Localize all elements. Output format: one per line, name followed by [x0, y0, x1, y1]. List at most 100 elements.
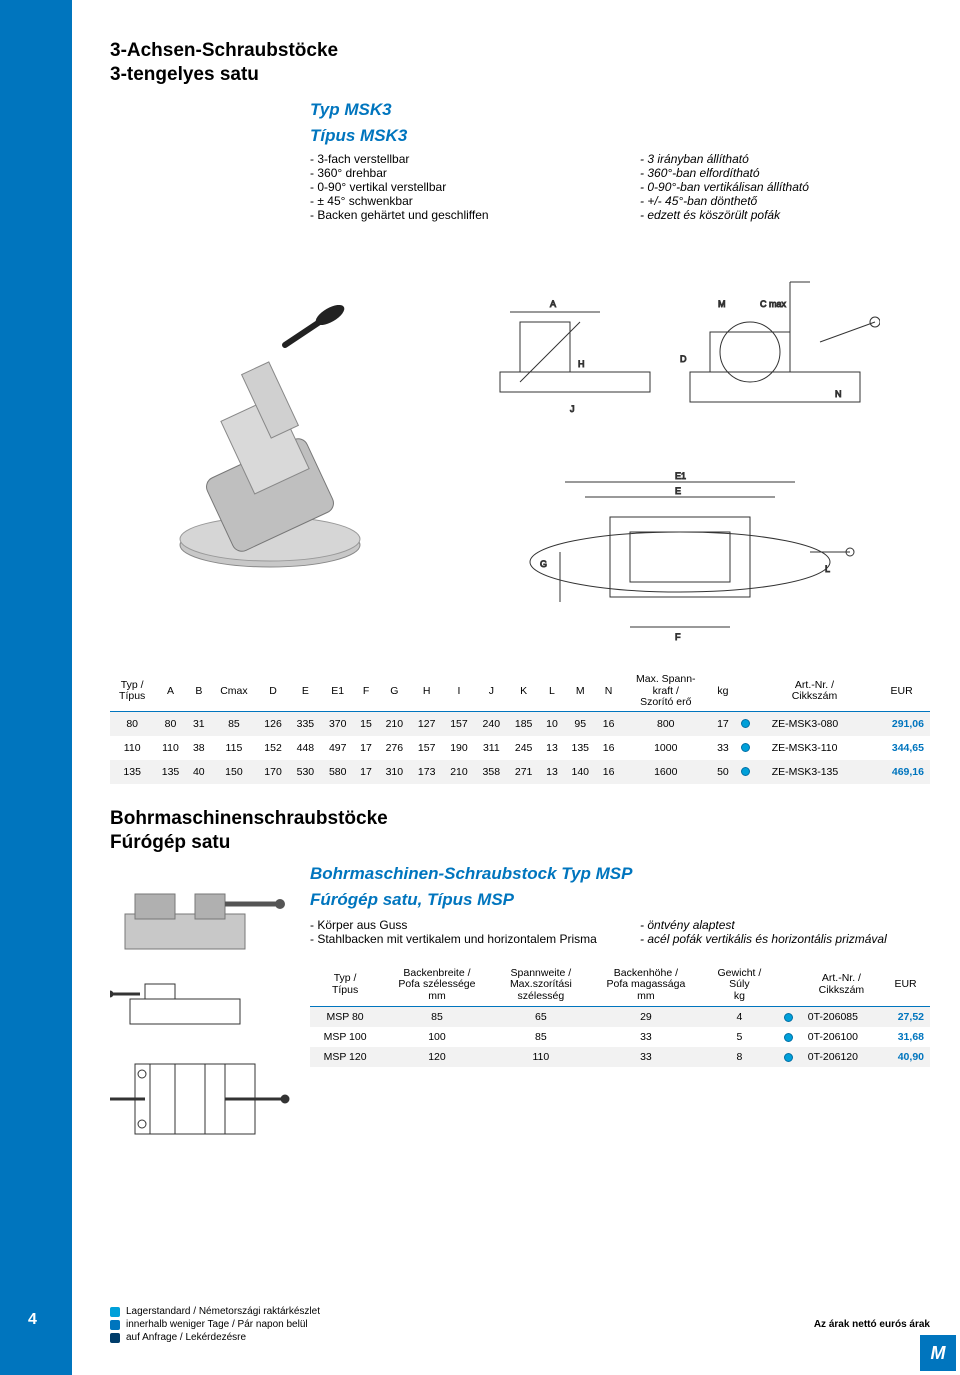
spec-table-1: Typ /TípusABCmaxDEE1FGHIJKLMNMax. Spann-…	[110, 672, 930, 784]
table-cell	[735, 736, 756, 760]
table-cell: 497	[322, 736, 354, 760]
table-row: MSP 1201201103380T-20612040,90	[310, 1047, 930, 1067]
drawing-side-2	[110, 974, 290, 1034]
table-cell: 85	[211, 711, 257, 736]
table-cell: 291,06	[873, 711, 930, 736]
legend-label: Lagerstandard / Németországi raktárkészl…	[126, 1306, 320, 1317]
table-cell: 10	[540, 711, 564, 736]
table-cell: 210	[378, 711, 410, 736]
table-row: MSP 100100853350T-20610031,68	[310, 1027, 930, 1047]
svg-text:D: D	[680, 354, 687, 364]
table-header: B	[187, 672, 211, 711]
table-cell	[735, 760, 756, 784]
feature-item: 360° drehbar	[310, 166, 600, 180]
table-cell: 135	[564, 736, 596, 760]
table-cell: 115	[211, 736, 257, 760]
table-header: G	[378, 672, 410, 711]
table-header: E1	[322, 672, 354, 711]
product-photo	[160, 305, 380, 590]
table-header: Backenhöhe /Pofa magasságamm	[588, 964, 704, 1007]
table-cell: 4	[704, 1007, 775, 1028]
svg-text:G: G	[540, 559, 547, 569]
table-cell: 29	[588, 1007, 704, 1028]
features-hu-list-2: öntvény alaptest acél pofák vertikális é…	[640, 918, 930, 946]
table-header: I	[443, 672, 475, 711]
table-row: MSP 8085652940T-20608527,52	[310, 1007, 930, 1028]
table-cell: 85	[380, 1007, 494, 1028]
table-cell: 311	[475, 736, 507, 760]
page-content: 3-Achsen-Schraubstöcke 3-tengelyes satu …	[110, 40, 930, 1154]
table-cell: 33	[588, 1047, 704, 1067]
table-header: Cmax	[211, 672, 257, 711]
table-cell: 152	[257, 736, 289, 760]
table-cell: 13	[540, 736, 564, 760]
table-cell: 800	[621, 711, 711, 736]
table-cell: 33	[588, 1027, 704, 1047]
table-header: N	[596, 672, 620, 711]
table-header: H	[411, 672, 443, 711]
sidebar-stripe	[0, 0, 72, 1375]
table-header: Typ /Típus	[310, 964, 380, 1007]
table-cell: 127	[411, 711, 443, 736]
table-cell: 13	[540, 760, 564, 784]
legend-icon	[110, 1320, 120, 1330]
stock-dot-icon	[784, 1013, 793, 1022]
feature-item: edzett és köszörült pofák	[640, 208, 930, 222]
table-cell: 17	[354, 736, 378, 760]
feature-item: öntvény alaptest	[640, 918, 930, 932]
table-cell: 126	[257, 711, 289, 736]
price-note: Az árak nettó eurós árak	[814, 1319, 930, 1330]
table-cell: 85	[494, 1027, 588, 1047]
table-cell: ZE-MSK3-135	[756, 760, 874, 784]
table-cell: 65	[494, 1007, 588, 1028]
table-cell: 0T-206085	[802, 1007, 881, 1028]
table-cell: ZE-MSK3-080	[756, 711, 874, 736]
table-header: Art.-Nr. /Cikkszám	[802, 964, 881, 1007]
table-cell: 240	[475, 711, 507, 736]
table-cell: 157	[443, 711, 475, 736]
heading-section2-de: Bohrmaschinenschraubstöcke	[110, 808, 930, 830]
feature-item: 0-90° vertikal verstellbar	[310, 180, 600, 194]
table-cell: 40,90	[881, 1047, 930, 1067]
table-cell	[775, 1027, 802, 1047]
table-header: K	[507, 672, 539, 711]
svg-text:N: N	[835, 389, 842, 399]
table-cell: 110	[154, 736, 186, 760]
table-cell: 40	[187, 760, 211, 784]
table-cell: 135	[110, 760, 154, 784]
table-header: F	[354, 672, 378, 711]
legend-icon	[110, 1333, 120, 1343]
page-number: 4	[28, 1311, 37, 1329]
legend-row: auf Anfrage / Lekérdezésre	[110, 1332, 320, 1343]
legend-label: innerhalb weniger Tage / Pár napon belül	[126, 1319, 308, 1330]
table-cell: 27,52	[881, 1007, 930, 1028]
table-cell: 135	[154, 760, 186, 784]
feature-item: Backen gehärtet und geschliffen	[310, 208, 600, 222]
table-cell: 335	[289, 711, 321, 736]
legend-row: Lagerstandard / Németországi raktárkészl…	[110, 1306, 320, 1317]
table-cell: 190	[443, 736, 475, 760]
product-photo-2	[110, 864, 290, 964]
table-cell: 150	[211, 760, 257, 784]
table-cell: 530	[289, 760, 321, 784]
table-cell: 110	[110, 736, 154, 760]
technical-drawings: A M C max D N H J	[480, 252, 880, 642]
table-cell: 80	[110, 711, 154, 736]
svg-text:F: F	[675, 632, 681, 642]
table-cell: 276	[378, 736, 410, 760]
table-cell: 271	[507, 760, 539, 784]
feature-item: acél pofák vertikális és horizontális pr…	[640, 932, 930, 946]
feature-item: 360°-ban elfordítható	[640, 166, 930, 180]
feature-item: ± 45° schwenkbar	[310, 194, 600, 208]
table-cell: 16	[596, 760, 620, 784]
drawing-top: A M C max D N H J	[480, 252, 880, 432]
drawing-top-2	[110, 1044, 290, 1154]
section2-images	[110, 864, 290, 1154]
table-cell	[775, 1047, 802, 1067]
table-cell: 38	[187, 736, 211, 760]
table-cell: 5	[704, 1027, 775, 1047]
heading-section2-hu: Fúrógép satu	[110, 832, 930, 854]
diagram-area: A M C max D N H J	[110, 232, 930, 662]
features-de-list-2: Körper aus Guss Stahlbacken mit vertikal…	[310, 918, 600, 946]
table-cell: 310	[378, 760, 410, 784]
